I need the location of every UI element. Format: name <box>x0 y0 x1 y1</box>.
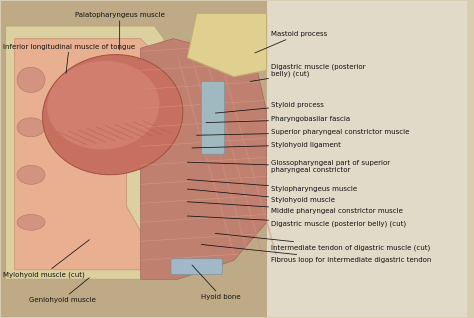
Text: Intermediate tendon of digastric muscle (cut): Intermediate tendon of digastric muscle … <box>215 233 430 251</box>
Ellipse shape <box>17 67 45 93</box>
FancyBboxPatch shape <box>171 259 222 274</box>
Ellipse shape <box>17 165 45 184</box>
Text: Palatopharyngeus muscle: Palatopharyngeus muscle <box>75 12 164 50</box>
Text: Mastoid process: Mastoid process <box>255 31 328 53</box>
Text: Mylohyoid muscle (cut): Mylohyoid muscle (cut) <box>3 240 89 278</box>
Text: Stylohyoid ligament: Stylohyoid ligament <box>192 142 341 148</box>
FancyBboxPatch shape <box>266 1 467 317</box>
Text: Middle pharyngeal constrictor muscle: Middle pharyngeal constrictor muscle <box>187 202 403 214</box>
Text: Superior pharyngeal constrictor muscle: Superior pharyngeal constrictor muscle <box>197 129 410 135</box>
Text: Styloid process: Styloid process <box>215 102 324 113</box>
Text: Stylopharyngeus muscle: Stylopharyngeus muscle <box>187 180 357 192</box>
Text: Digastric muscle (posterior
belly) (cut): Digastric muscle (posterior belly) (cut) <box>250 63 366 81</box>
Polygon shape <box>5 26 164 279</box>
Text: Geniohyoid muscle: Geniohyoid muscle <box>29 278 96 303</box>
Text: Hyoid bone: Hyoid bone <box>192 265 241 300</box>
Ellipse shape <box>17 214 45 230</box>
Polygon shape <box>15 39 150 270</box>
Text: Fibrous loop for intermediate digastric tendon: Fibrous loop for intermediate digastric … <box>201 245 432 263</box>
Text: Inferior longitudinal muscle of tongue: Inferior longitudinal muscle of tongue <box>3 44 135 73</box>
Ellipse shape <box>17 118 45 137</box>
Ellipse shape <box>43 55 183 175</box>
FancyBboxPatch shape <box>0 1 266 317</box>
Text: Glossopharyngeal part of superior
pharyngeal constrictor: Glossopharyngeal part of superior pharyn… <box>187 160 391 173</box>
Text: Pharyngobasilar fascia: Pharyngobasilar fascia <box>206 116 350 123</box>
Text: Digastric muscle (posterior belly) (cut): Digastric muscle (posterior belly) (cut) <box>187 216 406 227</box>
FancyBboxPatch shape <box>201 81 225 154</box>
Polygon shape <box>141 39 266 279</box>
Polygon shape <box>187 13 266 77</box>
Ellipse shape <box>47 61 159 149</box>
Text: Stylohyoid muscle: Stylohyoid muscle <box>187 189 335 203</box>
